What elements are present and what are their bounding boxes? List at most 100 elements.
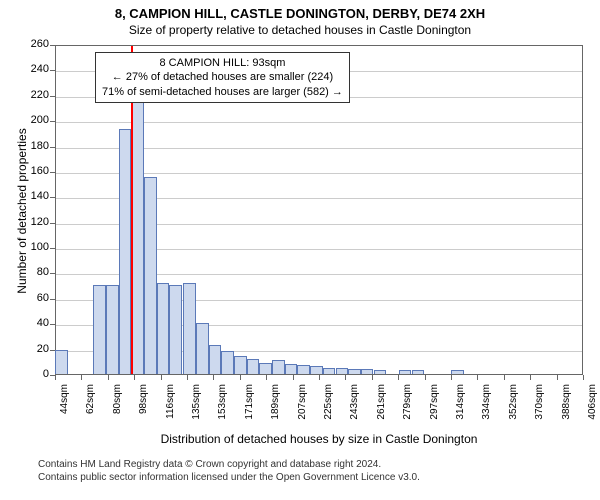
histogram-bar (221, 351, 234, 374)
histogram-bar (157, 283, 170, 374)
x-tick-label: 135sqm (191, 384, 202, 434)
y-tick-label: 80 (21, 266, 49, 278)
y-tick-mark (50, 197, 55, 198)
x-tick-mark (161, 375, 162, 380)
x-tick-mark (187, 375, 188, 380)
chart-title-line1: 8, CAMPION HILL, CASTLE DONINGTON, DERBY… (0, 0, 600, 21)
y-tick-mark (50, 70, 55, 71)
y-tick-label: 140 (21, 190, 49, 202)
y-tick-label: 160 (21, 165, 49, 177)
x-tick-mark (530, 375, 531, 380)
x-tick-mark (425, 375, 426, 380)
x-tick-label: 334sqm (481, 384, 492, 434)
annotation-line1: 8 CAMPION HILL: 93sqm (102, 56, 343, 70)
histogram-bar (169, 285, 182, 374)
histogram-bar (297, 365, 310, 374)
chart-container: 8, CAMPION HILL, CASTLE DONINGTON, DERBY… (0, 0, 600, 500)
annotation-line3: 71% of semi-detached houses are larger (… (102, 85, 343, 99)
histogram-bar (361, 369, 374, 374)
histogram-bar (348, 369, 361, 374)
x-tick-label: 297sqm (429, 384, 440, 434)
x-tick-mark (81, 375, 82, 380)
x-tick-label: 80sqm (112, 384, 123, 434)
x-tick-mark (55, 375, 56, 380)
x-tick-mark (213, 375, 214, 380)
y-tick-mark (50, 172, 55, 173)
histogram-bar (310, 366, 323, 374)
histogram-bar (272, 360, 285, 374)
x-tick-label: 406sqm (587, 384, 598, 434)
y-tick-mark (50, 324, 55, 325)
y-tick-label: 20 (21, 343, 49, 355)
x-tick-label: 314sqm (455, 384, 466, 434)
x-tick-label: 388sqm (561, 384, 572, 434)
x-tick-label: 153sqm (217, 384, 228, 434)
histogram-bar (93, 285, 106, 374)
y-tick-label: 200 (21, 114, 49, 126)
y-tick-mark (50, 248, 55, 249)
histogram-bar (55, 350, 68, 374)
histogram-bar (234, 356, 247, 374)
histogram-bar (247, 359, 260, 374)
x-tick-mark (477, 375, 478, 380)
x-axis-label: Distribution of detached houses by size … (55, 432, 583, 446)
x-tick-label: 189sqm (270, 384, 281, 434)
x-tick-mark (583, 375, 584, 380)
x-tick-mark (398, 375, 399, 380)
y-tick-label: 260 (21, 38, 49, 50)
annotation-box: 8 CAMPION HILL: 93sqm ← 27% of detached … (95, 52, 350, 103)
x-tick-mark (504, 375, 505, 380)
x-tick-mark (319, 375, 320, 380)
y-tick-mark (50, 299, 55, 300)
histogram-bar (451, 370, 464, 374)
footer-line2: Contains public sector information licen… (38, 471, 420, 484)
footer-line1: Contains HM Land Registry data © Crown c… (38, 458, 420, 471)
histogram-bar (399, 370, 412, 374)
histogram-bar (412, 370, 425, 374)
x-tick-mark (134, 375, 135, 380)
y-tick-label: 100 (21, 241, 49, 253)
x-tick-mark (108, 375, 109, 380)
x-tick-label: 98sqm (138, 384, 149, 434)
x-tick-mark (451, 375, 452, 380)
histogram-bar (196, 323, 209, 374)
x-tick-label: 261sqm (376, 384, 387, 434)
x-tick-label: 243sqm (349, 384, 360, 434)
y-tick-mark (50, 96, 55, 97)
x-tick-label: 116sqm (165, 384, 176, 434)
chart-title-line2: Size of property relative to detached ho… (0, 21, 600, 37)
histogram-bar (131, 102, 144, 374)
x-tick-mark (266, 375, 267, 380)
y-tick-label: 240 (21, 63, 49, 75)
histogram-bar (183, 283, 196, 374)
histogram-bar (285, 364, 298, 374)
histogram-bar (144, 177, 157, 374)
x-tick-mark (240, 375, 241, 380)
histogram-bar (323, 368, 336, 374)
histogram-bar (259, 363, 272, 374)
histogram-bar (374, 370, 387, 374)
histogram-bar (119, 129, 132, 374)
histogram-bar (336, 368, 349, 374)
y-tick-label: 180 (21, 140, 49, 152)
y-tick-mark (50, 45, 55, 46)
y-tick-mark (50, 350, 55, 351)
y-tick-label: 0 (21, 368, 49, 380)
x-tick-label: 62sqm (85, 384, 96, 434)
annotation-line2: ← 27% of detached houses are smaller (22… (102, 70, 343, 84)
x-tick-mark (372, 375, 373, 380)
y-tick-mark (50, 223, 55, 224)
histogram-bar (106, 285, 119, 374)
x-tick-label: 44sqm (59, 384, 70, 434)
y-tick-mark (50, 147, 55, 148)
x-tick-mark (557, 375, 558, 380)
x-tick-label: 370sqm (534, 384, 545, 434)
histogram-bar (209, 345, 222, 374)
x-tick-mark (293, 375, 294, 380)
x-tick-label: 352sqm (508, 384, 519, 434)
footer-text: Contains HM Land Registry data © Crown c… (38, 458, 420, 484)
y-tick-label: 40 (21, 317, 49, 329)
x-tick-label: 279sqm (402, 384, 413, 434)
y-tick-label: 60 (21, 292, 49, 304)
y-tick-mark (50, 121, 55, 122)
